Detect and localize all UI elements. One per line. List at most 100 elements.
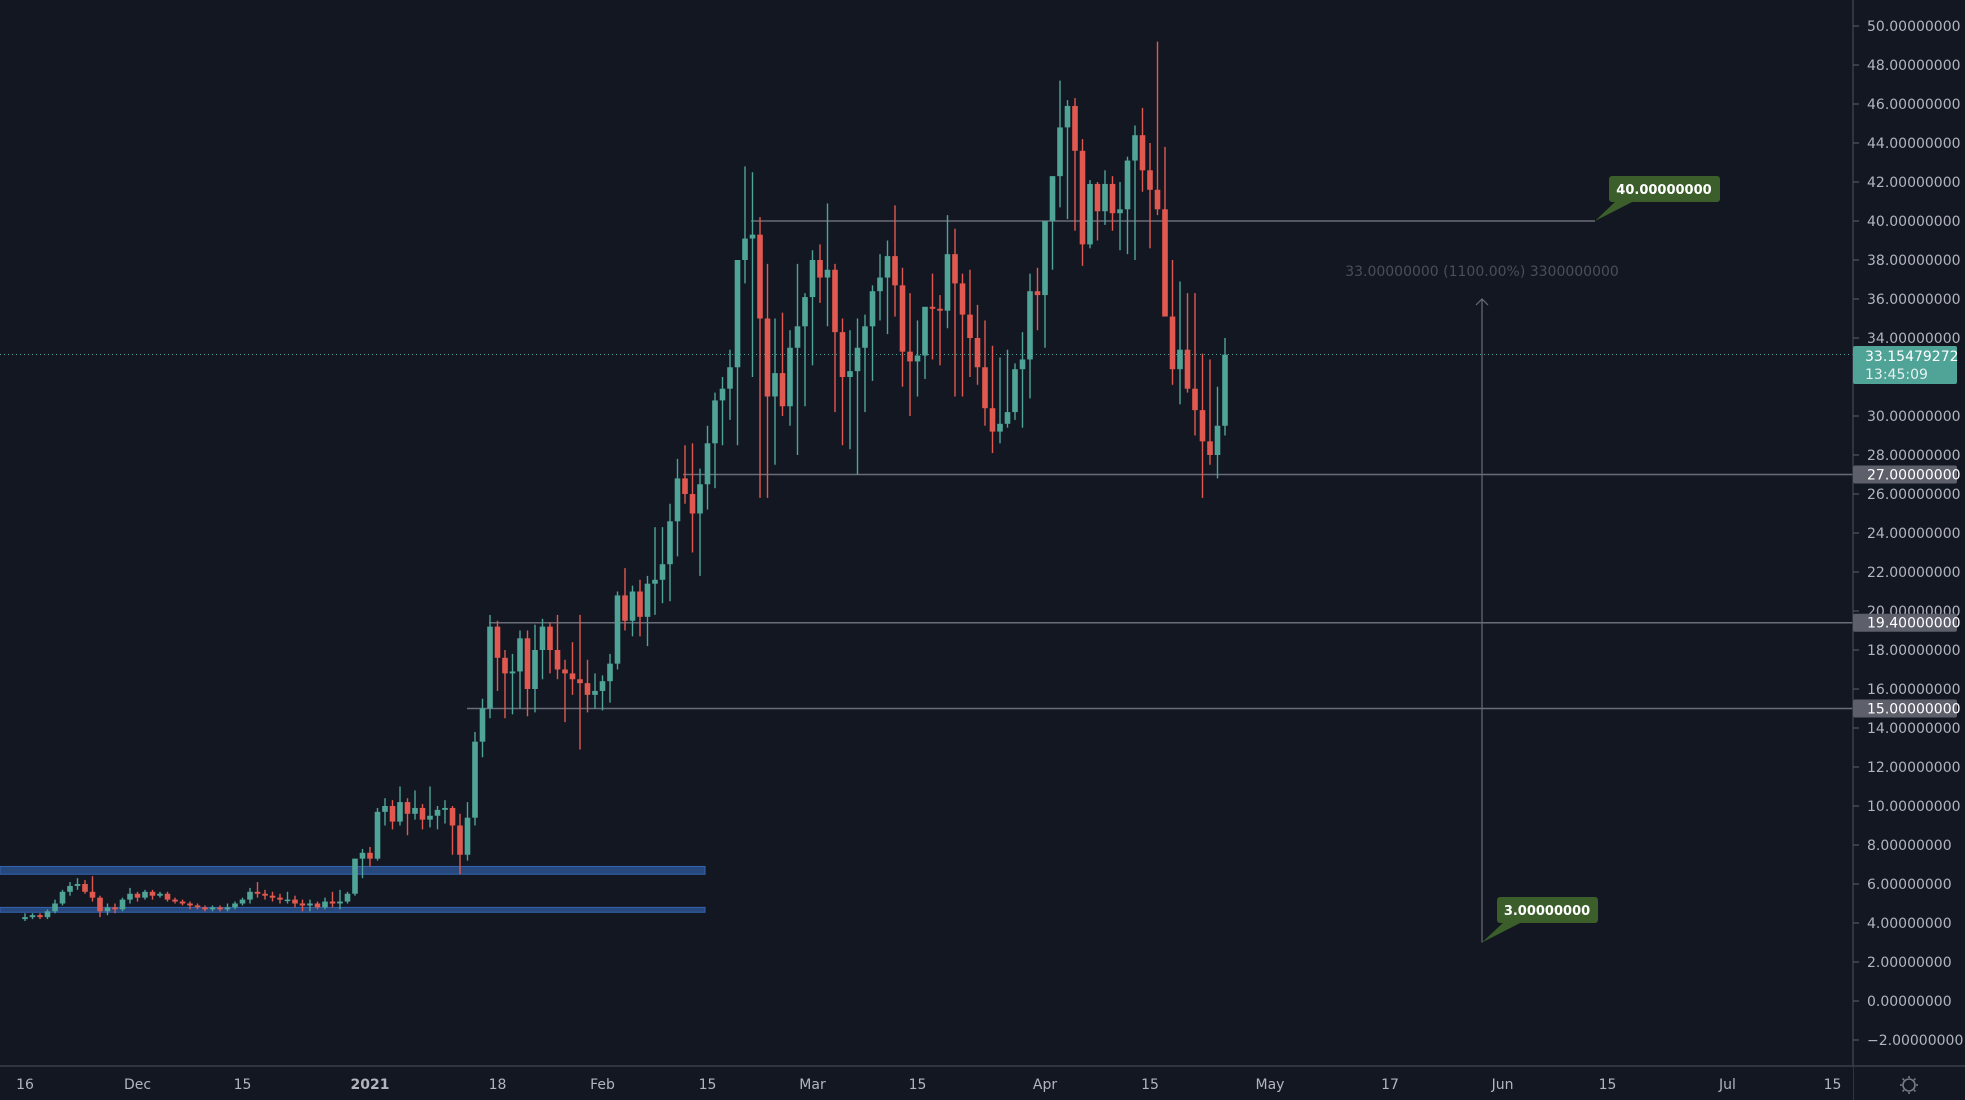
candle-body (172, 899, 178, 902)
candle (367, 846, 373, 867)
candle (712, 392, 718, 489)
candle (629, 585, 636, 637)
gear-icon[interactable] (1900, 1076, 1918, 1094)
time-tick-label: Mar (799, 1077, 826, 1093)
time-tick-label: Jun (1491, 1077, 1514, 1093)
candle-body (554, 650, 561, 670)
candle (97, 895, 103, 918)
candle (1199, 353, 1206, 498)
candle-body (532, 650, 538, 689)
candle-body (359, 852, 366, 859)
time-tick-label: 15 (1824, 1077, 1842, 1093)
candle (382, 798, 388, 826)
measure-label: 33.00000000 (1100.00%) 3300000000 (1345, 264, 1619, 280)
candle-body (607, 663, 613, 682)
support-zone[interactable] (0, 906, 706, 913)
candle (82, 880, 88, 894)
candle-body (112, 907, 118, 910)
candle (1094, 182, 1101, 241)
candle-body (704, 443, 711, 485)
price-tick-label: 28.00000000 (1867, 448, 1961, 464)
candle (779, 312, 786, 416)
candle (67, 882, 73, 896)
candle (974, 304, 981, 385)
candle (464, 802, 471, 861)
candle-body (164, 893, 171, 900)
candle (1079, 139, 1086, 266)
candle (1207, 359, 1213, 465)
candle-body (142, 891, 148, 898)
candle-body (82, 884, 88, 892)
time-tick-label: 16 (16, 1077, 34, 1093)
candle (1072, 98, 1078, 231)
candle (734, 260, 741, 446)
price-tick-label: 8.00000000 (1867, 838, 1952, 854)
time-tick-label: 18 (489, 1077, 507, 1093)
candle (959, 273, 966, 397)
candle (847, 330, 853, 450)
current-price-badge: 33.15479272 13:45:09 (1853, 346, 1959, 384)
level-badge-27: 27.00000000 (1853, 465, 1961, 484)
callout-3[interactable]: 3.00000000 (1482, 897, 1598, 943)
candle-body (967, 314, 973, 338)
candle-body (817, 260, 823, 278)
candle (209, 905, 216, 912)
candle-body (907, 351, 913, 362)
candle (914, 320, 921, 397)
candle-body (937, 308, 943, 311)
candle-body (382, 806, 388, 812)
candle (1034, 267, 1041, 331)
candle (607, 653, 613, 703)
candle (1027, 273, 1033, 399)
candle (644, 575, 651, 647)
level-badge-label: 27.00000000 (1867, 468, 1961, 484)
candle-body (794, 326, 801, 348)
candle (584, 659, 591, 713)
candle-body (824, 269, 831, 278)
candles (22, 41, 1228, 922)
callout-40[interactable]: 40.00000000 (1595, 176, 1720, 221)
candle-body (1169, 316, 1176, 370)
time-tick-label: May (1256, 1077, 1285, 1093)
candle (299, 899, 306, 912)
price-tick-label: 34.00000000 (1867, 331, 1961, 347)
candle-body (52, 903, 58, 912)
candle-body (1064, 105, 1071, 128)
price-tick-label: 26.00000000 (1867, 487, 1961, 503)
candle (922, 306, 928, 379)
candle (89, 876, 96, 902)
candle (877, 254, 883, 321)
time-tick-label: 2021 (351, 1077, 390, 1093)
candle-body (1154, 189, 1161, 210)
candle-body (1199, 410, 1206, 442)
candle (794, 263, 801, 455)
candle (884, 240, 891, 335)
candle (37, 913, 43, 920)
price-tick-label: 24.00000000 (1867, 526, 1961, 542)
measure-tool[interactable]: 33.00000000 (1100.00%) 3300000000 (1345, 264, 1619, 943)
candle (284, 891, 291, 904)
price-tick-label: −2.00000000 (1867, 1033, 1963, 1049)
level-badge-15: 15.00000000 (1853, 699, 1961, 718)
candle-body (239, 899, 246, 904)
price-tick-label: 16.00000000 (1867, 682, 1961, 698)
candle-body (772, 373, 778, 397)
candle (164, 891, 171, 902)
candle (1154, 41, 1161, 216)
time-tick-label: 15 (234, 1077, 252, 1093)
level-badge-label: 15.00000000 (1867, 702, 1961, 718)
candle-body (877, 277, 883, 292)
price-tick-label: 48.00000000 (1867, 58, 1961, 74)
candle-body (989, 408, 996, 432)
time-axis[interactable] (0, 1066, 1853, 1100)
price-axis[interactable] (1853, 0, 1965, 1066)
candle (457, 813, 463, 875)
candle (127, 887, 133, 904)
candle-body (119, 899, 126, 910)
candle-body (652, 579, 658, 584)
time-tick-label: 15 (909, 1077, 927, 1093)
candle (982, 320, 988, 426)
candle-body (562, 669, 568, 674)
candle (1057, 80, 1063, 208)
